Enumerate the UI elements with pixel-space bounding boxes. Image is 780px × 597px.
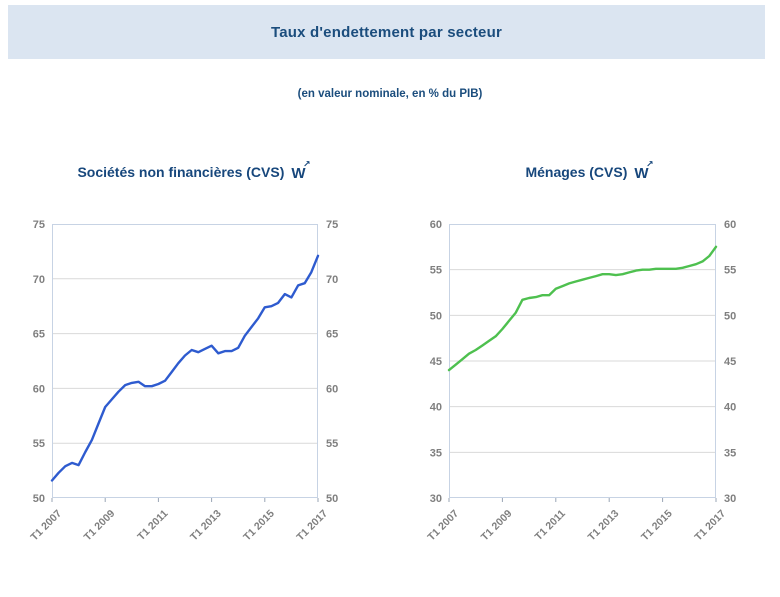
svg-text:T1 2013: T1 2013 (586, 508, 622, 544)
report-subtitle: (en valeur nominale, en % du PIB) (297, 88, 483, 100)
page-title: Taux d'endettement par secteur (270, 23, 502, 41)
svg-text:T1 2011: T1 2011 (135, 508, 170, 543)
svg-text:75: 75 (326, 219, 338, 231)
svg-text:75: 75 (33, 219, 45, 231)
arrow-up-right-icon: ↗ (303, 159, 311, 169)
y-axis-labels: 50 50 55 55 60 60 65 65 70 70 75 75 (33, 219, 339, 505)
gridlines (52, 278, 318, 444)
plot-border (52, 224, 318, 498)
plot-border (449, 224, 716, 498)
svg-text:T1 2007: T1 2007 (425, 508, 461, 544)
svg-text:45: 45 (430, 356, 442, 368)
svg-text:60: 60 (33, 383, 45, 395)
series-line (50, 254, 320, 482)
svg-text:50: 50 (430, 310, 442, 322)
webstat-link-icon[interactable]: W ↗ (291, 159, 311, 182)
chart-title-label: Sociétés non financières (CVS) (77, 164, 285, 180)
webstat-link-icon[interactable]: W ↗ (634, 159, 654, 182)
svg-text:T1 2009: T1 2009 (479, 508, 515, 544)
svg-text:T1 2009: T1 2009 (82, 508, 118, 544)
x-axis-labels: T1 2007 T1 2009 T1 2011 T1 2013 T1 2015 T1 20… (28, 498, 330, 543)
svg-text:55: 55 (724, 265, 736, 277)
svg-text:55: 55 (430, 265, 442, 277)
svg-text:T1 2013: T1 2013 (188, 508, 224, 544)
svg-text:T1 2007: T1 2007 (28, 508, 64, 544)
svg-text:T1 2011: T1 2011 (533, 508, 568, 543)
svg-text:40: 40 (430, 402, 442, 414)
svg-text:T1 2015: T1 2015 (241, 508, 277, 544)
svg-text:30: 30 (430, 493, 442, 505)
svg-text:35: 35 (430, 447, 442, 459)
svg-text:55: 55 (33, 438, 45, 450)
chart-title-label: Ménages (CVS) (525, 164, 628, 180)
series-line (447, 245, 718, 372)
svg-text:40: 40 (724, 402, 736, 414)
svg-text:60: 60 (724, 219, 736, 231)
svg-text:60: 60 (430, 219, 442, 231)
svg-text:45: 45 (724, 356, 736, 368)
y-axis-labels: 30 30 35 35 40 40 45 45 50 50 55 55 60 60 (430, 219, 737, 505)
arrow-up-right-icon: ↗ (646, 159, 654, 169)
svg-text:65: 65 (33, 329, 45, 341)
svg-text:60: 60 (326, 383, 338, 395)
svg-text:30: 30 (724, 493, 736, 505)
svg-text:50: 50 (33, 493, 45, 505)
svg-text:55: 55 (326, 438, 338, 450)
svg-text:T1 2017: T1 2017 (692, 508, 728, 544)
svg-text:50: 50 (724, 310, 736, 322)
svg-text:70: 70 (326, 274, 338, 286)
report-header: Taux d'endettement par secteur (8, 5, 765, 59)
chart-title-households: Ménages (CVS) W ↗ (417, 159, 757, 186)
svg-text:T1 2017: T1 2017 (294, 508, 330, 544)
svg-text:50: 50 (326, 493, 338, 505)
chart-title-nonfinancial-companies: Sociétés non financières (CVS) W ↗ (20, 159, 363, 186)
svg-text:65: 65 (326, 329, 338, 341)
svg-text:35: 35 (724, 447, 736, 459)
svg-text:T1 2015: T1 2015 (639, 508, 675, 544)
x-axis-labels: T1 2007 T1 2009 T1 2011 T1 2013 T1 2015 T1 20… (425, 498, 728, 543)
gridlines (449, 269, 716, 453)
svg-text:70: 70 (33, 274, 45, 286)
